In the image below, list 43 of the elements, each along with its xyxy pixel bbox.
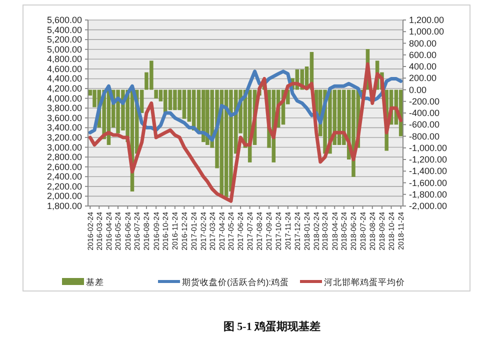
y-tick-label: 5,600.00 — [46, 15, 82, 25]
y2-tick-label: -1,200.00 — [409, 154, 448, 164]
y2-tick-label: -1,800.00 — [409, 189, 448, 200]
y-tick-label: 3,800.00 — [46, 103, 82, 114]
y2-tick-label: 1,000.00 — [409, 26, 444, 37]
y-tick-label: 2,600.00 — [46, 162, 82, 172]
y-tick-label: 2,000.00 — [46, 191, 82, 202]
y-tick-label: 3,200.00 — [46, 132, 82, 142]
y-tick-label: 3,400.00 — [46, 122, 82, 133]
line-series — [88, 70, 403, 142]
y-tick-label: 5,200.00 — [46, 34, 82, 45]
y-tick-label: 4,600.00 — [46, 64, 82, 74]
y2-tick-label: 0.00 — [409, 84, 427, 95]
y-tick-label: 4,200.00 — [46, 84, 82, 94]
y2-tick-label: 1,200.00 — [409, 15, 444, 25]
y2-tick-label: 400.00 — [409, 62, 437, 72]
y-tick-label: 1,800.00 — [46, 201, 82, 211]
y-tick-label: 3,000.00 — [46, 142, 82, 152]
y2-tick-label: 800.00 — [409, 38, 437, 48]
y2-tick-label: -600.00 — [409, 120, 440, 130]
y2-tick-label: -400.00 — [409, 108, 440, 118]
legend-label: 河北邯郸鸡蛋平均价 — [324, 277, 405, 287]
y2-tick-label: -1,400.00 — [409, 166, 448, 176]
legend-label: 基差 — [86, 277, 104, 287]
y-tick-label: 2,400.00 — [46, 172, 82, 182]
y-tick-label: 4,800.00 — [46, 54, 82, 64]
y-tick-label: 5,000.00 — [46, 44, 82, 54]
y2-tick-label: -800.00 — [409, 131, 440, 142]
y-tick-label: 3,600.00 — [46, 112, 82, 123]
y2-tick-label: -200.00 — [409, 96, 440, 106]
y2-tick-label: -2,000.00 — [409, 201, 448, 211]
y-tick-label: 4,400.00 — [46, 74, 82, 84]
y2-tick-label: 200.00 — [409, 73, 437, 84]
y-tick-label: 2,200.00 — [46, 181, 82, 192]
y2-tick-label: 600.00 — [409, 50, 437, 60]
legend-label: 期货收盘价(活跃合约):鸡蛋 — [182, 277, 290, 287]
y2-tick-label: -1,600.00 — [409, 178, 448, 188]
y2-tick-label: -1,000.00 — [409, 142, 448, 153]
y-tick-label: 2,800.00 — [46, 152, 82, 162]
text: 图 5-1 鸡蛋期现基差 — [223, 320, 321, 333]
y-tick-label: 4,000.00 — [46, 93, 82, 104]
y-tick-label: 5,400.00 — [46, 24, 82, 35]
line-series — [88, 62, 403, 203]
